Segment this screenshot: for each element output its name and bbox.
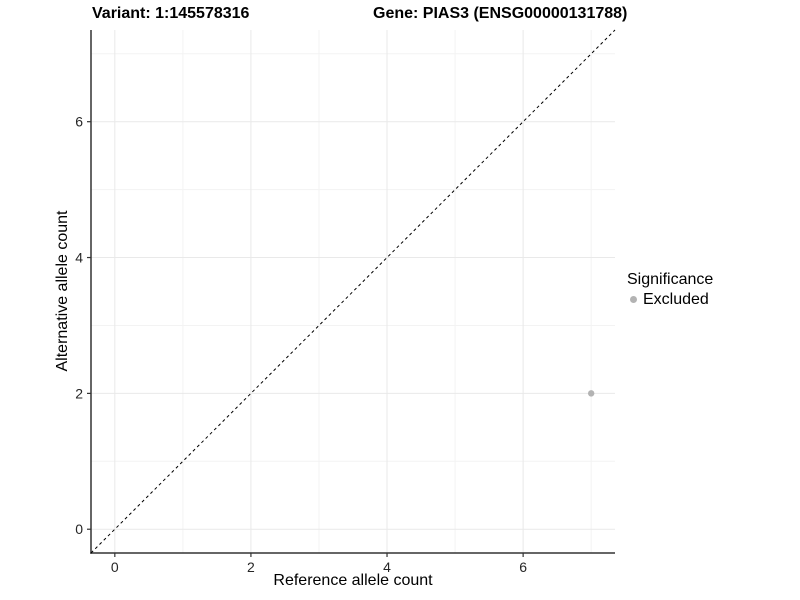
x-tick-label: 0 [111,559,119,575]
y-tick-label: 6 [75,114,83,130]
legend-item-excluded: Excluded [627,290,713,309]
y-axis-title: Alternative allele count [54,210,71,372]
identity-reference-line [90,29,616,554]
y-tick-label: 0 [75,521,83,537]
x-tick-label: 2 [247,559,255,575]
x-tick-label: 6 [519,559,527,575]
legend-title: Significance [627,271,714,288]
x-axis-title: Reference allele count [273,572,433,589]
data-point [587,390,595,397]
plot-title-gene: Gene: PIAS3 (ENSG00000131788) [373,5,628,22]
legend-item-label: Excluded [643,291,709,308]
legend-swatch-excluded-icon [630,296,637,303]
plot-title-variant: Variant: 1:145578316 [92,5,250,22]
y-tick-label: 4 [75,250,83,266]
y-tick-label: 2 [75,385,83,401]
legend: Significance Excluded [627,270,713,309]
x-tick-label: 4 [383,559,391,575]
